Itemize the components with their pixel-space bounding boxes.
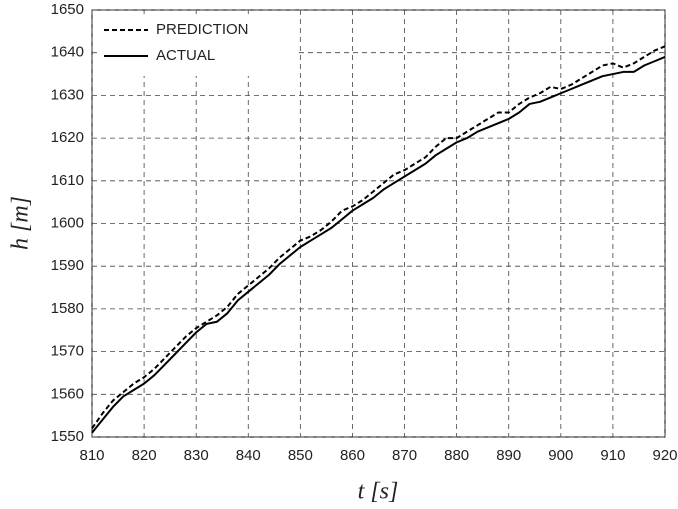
x-tick-label: 850 (288, 447, 313, 464)
y-tick-label: 1630 (51, 86, 84, 103)
x-tick-label: 910 (600, 447, 625, 464)
y-tick-label: 1640 (51, 44, 84, 61)
y-tick-label: 1610 (51, 172, 84, 189)
x-tick-label: 860 (340, 447, 365, 464)
y-tick-label: 1600 (51, 214, 84, 231)
x-axis-title: t [s] (358, 479, 399, 505)
y-tick-label: 1560 (51, 385, 84, 402)
y-tick-label: 1650 (51, 1, 84, 18)
data-line (91, 56, 666, 434)
y-tick-label: 1550 (51, 428, 84, 445)
x-tick-label: 830 (184, 447, 209, 464)
x-tick-label: 900 (548, 447, 573, 464)
legend-label: PREDICTION (156, 21, 249, 38)
x-tick-label: 870 (392, 447, 417, 464)
y-tick-label: 1590 (51, 257, 84, 274)
y-tick-label: 1580 (51, 300, 84, 317)
x-tick-label: 840 (236, 447, 261, 464)
legend-label: ACTUAL (156, 47, 215, 64)
y-axis-title: h [m] (8, 196, 34, 250)
y-tick-label: 1620 (51, 129, 84, 146)
x-tick-label: 920 (652, 447, 677, 464)
legend-box (100, 14, 295, 76)
x-tick-label: 820 (132, 447, 157, 464)
x-tick-label: 880 (444, 447, 469, 464)
data-line (91, 45, 666, 430)
x-tick-label: 810 (79, 447, 104, 464)
x-tick-label: 890 (496, 447, 521, 464)
y-tick-label: 1570 (51, 343, 84, 360)
